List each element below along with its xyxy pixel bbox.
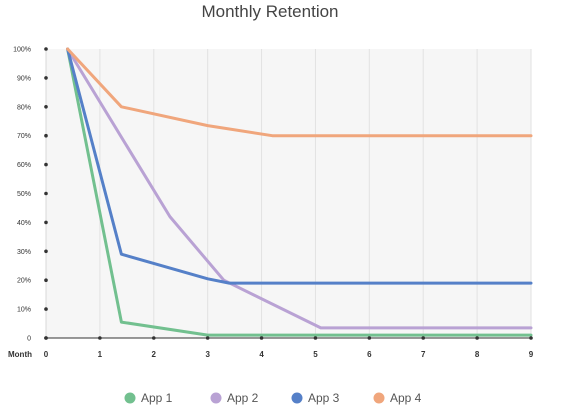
y-tick-label: 10% bbox=[17, 307, 31, 314]
x-tick-label: 6 bbox=[367, 350, 372, 359]
x-tick-label: 3 bbox=[205, 350, 210, 359]
x-axis-label: Month bbox=[8, 350, 32, 359]
y-tick-mark bbox=[44, 162, 48, 167]
x-tick-mark bbox=[367, 336, 372, 340]
legend-label: App 2 bbox=[227, 391, 259, 405]
series-line bbox=[66, 47, 533, 285]
x-tick-label: 9 bbox=[529, 350, 534, 359]
legend: App 1 App 2 App 3 App 4 bbox=[124, 391, 422, 405]
x-tick-mark bbox=[98, 336, 102, 340]
series-line bbox=[66, 47, 533, 330]
y-tick-mark bbox=[44, 191, 48, 196]
legend-item: App 4 bbox=[373, 391, 422, 405]
x-tick-mark bbox=[475, 336, 479, 340]
grid bbox=[99, 49, 532, 338]
y-tick-mark bbox=[44, 220, 48, 225]
y-tick-mark bbox=[44, 105, 48, 109]
y-tick-label: 20% bbox=[17, 278, 31, 285]
series-line bbox=[66, 47, 533, 138]
y-tick-label: 50% bbox=[17, 191, 31, 198]
x-tick-label: 0 bbox=[44, 350, 49, 359]
legend-label: App 1 bbox=[141, 391, 173, 405]
x-tick-mark bbox=[421, 336, 426, 340]
x-tick-label: 8 bbox=[475, 350, 480, 359]
y-tick-label: 0 bbox=[27, 336, 31, 343]
legend-label: App 4 bbox=[390, 391, 422, 405]
y-tick-label: 40% bbox=[17, 220, 31, 227]
x-tick-mark bbox=[151, 336, 156, 340]
chart-title: Monthly Retention bbox=[201, 2, 338, 21]
legend-swatch bbox=[210, 392, 222, 404]
x-tick-mark bbox=[44, 336, 48, 340]
y-tick-mark bbox=[44, 307, 48, 311]
y-tick-label: 60% bbox=[17, 162, 31, 169]
x-tick-label: 5 bbox=[313, 350, 318, 359]
y-tick-label: 70% bbox=[17, 133, 31, 140]
plot-area bbox=[46, 49, 531, 338]
x-tick-mark bbox=[205, 336, 210, 340]
y-tick-mark bbox=[44, 47, 48, 51]
y-tick-mark bbox=[44, 133, 48, 138]
series-line bbox=[66, 47, 533, 337]
y-tick-mark bbox=[44, 249, 48, 254]
legend-item: App 2 bbox=[210, 391, 259, 405]
x-tick-mark bbox=[313, 336, 318, 340]
y-tick-mark bbox=[44, 76, 48, 80]
y-tick-label: 30% bbox=[17, 249, 31, 256]
x-tick-label: 4 bbox=[259, 350, 264, 359]
x-tick-label: 1 bbox=[98, 350, 103, 359]
x-tick-mark bbox=[259, 336, 264, 340]
legend-swatch bbox=[291, 392, 303, 404]
y-tick-label: 100% bbox=[13, 47, 31, 54]
y-tick-mark bbox=[44, 278, 48, 283]
axes: 0 10% 20% 30% 40% 50% 60% 70% 80% 90% 100% 0 1 2 3 4 5 6 7… bbox=[13, 47, 534, 360]
legend-item: App 3 bbox=[291, 391, 340, 405]
legend-swatch bbox=[124, 392, 136, 404]
legend-swatch bbox=[373, 392, 385, 404]
x-tick-label: 7 bbox=[421, 350, 426, 359]
legend-item: App 1 bbox=[124, 391, 173, 405]
y-tick-label: 80% bbox=[17, 104, 31, 111]
legend-label: App 3 bbox=[308, 391, 340, 405]
series-lines bbox=[66, 47, 533, 337]
y-tick-label: 90% bbox=[17, 75, 31, 82]
x-tick-mark bbox=[529, 336, 533, 340]
x-tick-label: 2 bbox=[152, 350, 157, 359]
